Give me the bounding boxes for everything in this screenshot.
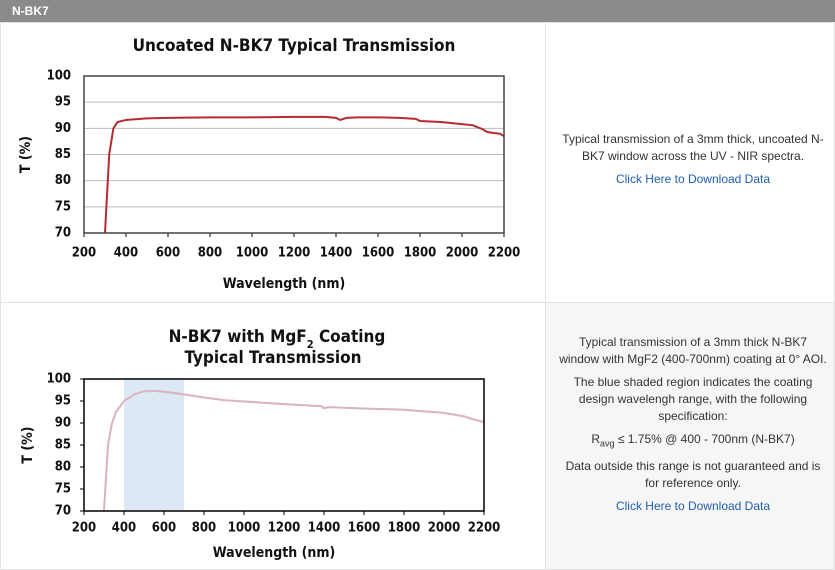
x-tick-label: 400 [112, 521, 136, 536]
x-axis-label: Wavelength (nm) [223, 276, 345, 292]
header: N-BK7 [0, 0, 835, 22]
y-tick-label: 75 [55, 482, 71, 497]
y-tick-label: 85 [55, 147, 71, 162]
x-tick-label: 1200 [268, 521, 301, 536]
cell [545, 302, 835, 570]
x-tick-label: 1600 [348, 521, 381, 536]
x-tick-label: 600 [152, 521, 176, 536]
x-tick-label: 600 [156, 246, 180, 261]
x-axis-label: Wavelength (nm) [213, 545, 335, 561]
download-link[interactable]: Click Here to Download Data [615, 172, 771, 186]
y-tick-label: 90 [55, 121, 71, 136]
x-tick-label: 1400 [320, 246, 353, 261]
x-tick-label: 1000 [228, 521, 261, 536]
y-tick-label: 100 [47, 69, 71, 84]
transmission-line [103, 389, 485, 512]
x-tick-label: 2000 [428, 521, 461, 536]
y-tick-label: 80 [55, 460, 71, 475]
x-tick-label: 1200 [278, 246, 311, 261]
chart-title: Typical Transmission [185, 348, 362, 368]
description-box: Typical transmission of a 3mm thick, unc… [545, 131, 835, 194]
y-tick-label: 90 [55, 416, 71, 431]
y-axis-label: T (%) [20, 426, 36, 463]
spec-symbol: R [591, 432, 600, 446]
chart-title: Uncoated N-BK7 Typical Transmission [133, 36, 456, 56]
plot-frame [83, 378, 485, 512]
x-tick-label: 400 [114, 246, 138, 261]
disclaimer: Data outside this range is not guarantee… [565, 459, 821, 491]
description: Typical transmission of a 3mm thick, unc… [562, 132, 824, 163]
x-tick-label: 800 [192, 521, 216, 536]
plot-frame [83, 75, 505, 234]
x-tick-label: 200 [72, 521, 96, 536]
y-tick-label: 75 [55, 199, 71, 214]
spec-subscript: avg [599, 438, 615, 449]
x-tick-label: 2200 [468, 521, 501, 536]
x-tick-label: 1800 [388, 521, 421, 536]
x-tick-label: 800 [198, 246, 222, 261]
title-text: Coating [314, 327, 386, 347]
description: Typical transmission of a 3mm thick N-BK… [559, 335, 827, 366]
download-link[interactable]: Click Here to Download Data [615, 499, 771, 514]
y-axis-label: T (%) [18, 136, 34, 173]
x-tick-label: 2200 [488, 246, 521, 261]
y-tick-label: 70 [55, 226, 71, 241]
chart-title: N-BK7 with MgF2 Coating [169, 327, 386, 351]
spec: Ravg ≤ 1.75% @ 400 - 700nm (N-BK7) [559, 431, 827, 452]
y-tick-label: 80 [55, 173, 71, 188]
x-tick-label: 1600 [362, 246, 395, 261]
x-tick-label: 1400 [308, 521, 341, 536]
x-tick-label: 2000 [446, 246, 479, 261]
y-tick-label: 100 [47, 372, 71, 387]
chart: N-BK7 with MgF2 Coating Typical Transmis… [20, 327, 501, 561]
chart: Uncoated N-BK7 Typical Transmission 70 75… [18, 36, 521, 292]
y-tick-label: 85 [55, 438, 71, 453]
title-subscript: 2 [307, 338, 314, 351]
coating-range [124, 379, 184, 511]
x-tick-label: 200 [72, 246, 96, 261]
y-tick-label: 70 [55, 504, 71, 519]
y-tick-label: 95 [55, 95, 71, 110]
description-box: Typical transmission of a 3mm thick N-BK… [545, 334, 835, 521]
transmission-line [104, 115, 505, 234]
x-tick-label: 1800 [404, 246, 437, 261]
shading-note: The blue shaded region indicates the coa… [573, 375, 813, 423]
y-tick-label: 95 [55, 394, 71, 409]
spec-text: ≤ 1.75% @ 400 - 700nm (N-BK7) [617, 432, 795, 446]
title-text: N-BK7 with MgF [169, 327, 307, 347]
x-tick-label: 1000 [236, 246, 269, 261]
